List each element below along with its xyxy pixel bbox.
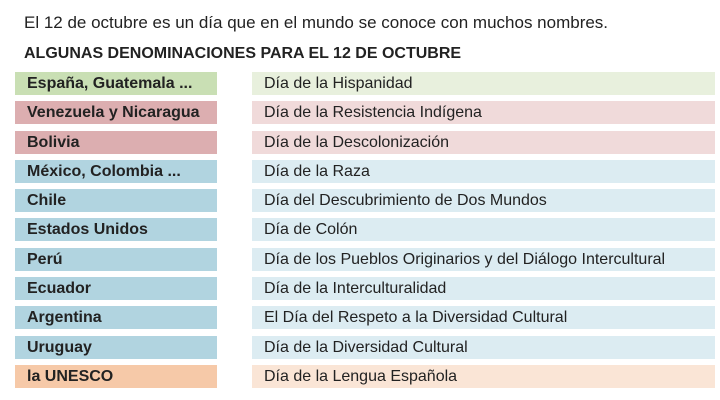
- denominations-table: España, Guatemala ... Día de la Hispanid…: [15, 72, 715, 394]
- table-row: Ecuador Día de la Interculturalidad: [15, 277, 715, 301]
- table-row: Estados Unidos Día de Colón: [15, 218, 715, 242]
- country-cell: Venezuela y Nicaragua: [15, 101, 217, 125]
- denomination-cell: Día de la Lengua Española: [252, 364, 715, 388]
- denomination-cell: Día de la Raza: [252, 159, 715, 183]
- denomination-cell: Día de la Diversidad Cultural: [252, 335, 715, 359]
- table-row: España, Guatemala ... Día de la Hispanid…: [15, 72, 715, 95]
- table-row: Uruguay Día de la Diversidad Cultural: [15, 335, 715, 359]
- country-cell: México, Colombia ...: [15, 159, 217, 183]
- table-row: Chile Día del Descubrimiento de Dos Mund…: [15, 189, 715, 213]
- table-row: Venezuela y Nicaragua Día de la Resisten…: [15, 101, 715, 125]
- country-cell: Ecuador: [15, 277, 217, 301]
- table-row: México, Colombia ... Día de la Raza: [15, 159, 715, 183]
- table-row: Perú Día de los Pueblos Originarios y de…: [15, 247, 715, 271]
- table-row: la UNESCO Día de la Lengua Española: [15, 364, 715, 388]
- intro-text: El 12 de octubre es un día que en el mun…: [24, 13, 609, 32]
- denomination-cell: El Día del Respeto a la Diversidad Cultu…: [252, 306, 715, 330]
- denomination-cell: Día de los Pueblos Originarios y del Diá…: [252, 247, 715, 271]
- country-cell: Estados Unidos: [15, 218, 217, 242]
- denomination-cell: Día de Colón: [252, 218, 715, 242]
- country-cell: la UNESCO: [15, 364, 217, 388]
- country-cell: España, Guatemala ...: [15, 72, 217, 95]
- table-heading: ALGUNAS DENOMINACIONES PARA EL 12 DE OCT…: [24, 45, 462, 62]
- denomination-cell: Día del Descubrimiento de Dos Mundos: [252, 189, 715, 213]
- country-cell: Bolivia: [15, 130, 217, 154]
- country-cell: Chile: [15, 189, 217, 213]
- denomination-cell: Día de la Interculturalidad: [252, 277, 715, 301]
- denomination-cell: Día de la Descolonización: [252, 130, 715, 154]
- country-cell: Uruguay: [15, 335, 217, 359]
- denomination-cell: Día de la Resistencia Indígena: [252, 101, 715, 125]
- country-cell: Argentina: [15, 306, 217, 330]
- table-row: Bolivia Día de la Descolonización: [15, 130, 715, 154]
- denomination-cell: Día de la Hispanidad: [252, 72, 715, 95]
- country-cell: Perú: [15, 247, 217, 271]
- table-row: Argentina El Día del Respeto a la Divers…: [15, 306, 715, 330]
